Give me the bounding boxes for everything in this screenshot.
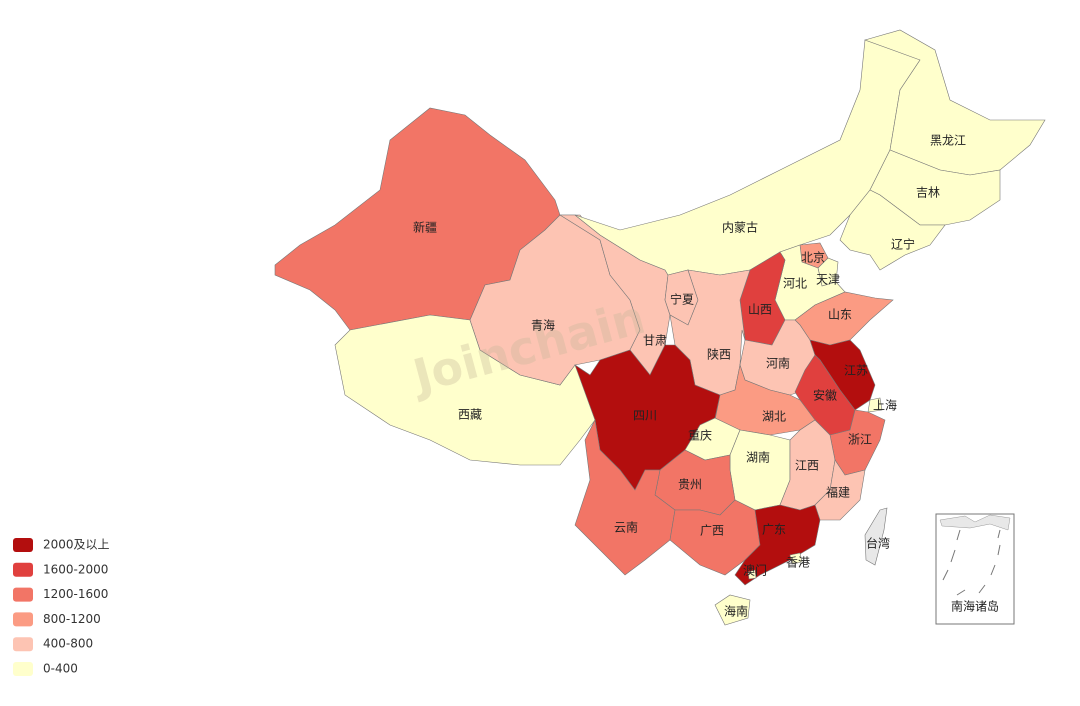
region-label: 台湾 <box>866 536 890 551</box>
region-label: 四川 <box>633 409 657 423</box>
region-label: 宁夏 <box>670 292 694 307</box>
region-label: 贵州 <box>678 478 702 492</box>
region-label: 河南 <box>766 356 790 371</box>
legend-swatch <box>13 662 33 676</box>
region <box>747 569 757 580</box>
legend: 2000及以上 1600-2000 1200-1600 800-1200 400-800… <box>13 538 110 676</box>
inset-label: 南海诸岛 <box>951 599 999 614</box>
legend-swatch <box>13 637 33 652</box>
region-label: 重庆 <box>688 429 712 443</box>
region-label: 山西 <box>748 303 772 317</box>
region-label: 上海 <box>873 398 897 413</box>
region-label: 河北 <box>783 277 807 291</box>
legend-swatch <box>13 538 33 552</box>
region-label: 辽宁 <box>891 237 915 252</box>
region-label: 澳门 <box>743 563 767 578</box>
legend-label: 0-400 <box>43 662 78 676</box>
region-label: 湖北 <box>762 409 786 424</box>
region-label: 广西 <box>700 524 724 538</box>
region-labels: 新疆西藏 青海甘肃 内蒙古 黑龙江吉林辽宁北京天津河北山西 山东 宁夏陕西河南江苏安徽上海… <box>413 134 966 619</box>
region <box>864 507 888 566</box>
region <box>714 594 751 626</box>
region-label: 吉林 <box>916 186 940 200</box>
legend-label: 2000及以上 <box>43 538 110 552</box>
legend-label: 1200-1600 <box>43 587 108 601</box>
region-label: 黑龙江 <box>930 134 966 148</box>
region-label: 江西 <box>795 459 819 473</box>
region-label: 湖南 <box>746 450 770 465</box>
region <box>734 504 821 586</box>
region-label: 浙江 <box>848 433 872 447</box>
legend-swatch <box>13 612 33 627</box>
region <box>814 459 866 521</box>
legend-label: 800-1200 <box>43 612 101 626</box>
inset: 南海诸岛 <box>935 513 1015 625</box>
legend-swatch <box>13 562 33 577</box>
region-label: 香港 <box>786 556 810 570</box>
region-label: 天津 <box>816 273 840 287</box>
region-label: 北京 <box>801 251 825 265</box>
region-label: 山东 <box>828 308 852 322</box>
region-label: 江苏 <box>844 364 868 378</box>
region-label: 甘肃 <box>643 334 667 348</box>
regions <box>274 29 1046 626</box>
region <box>729 429 791 511</box>
region <box>867 397 883 413</box>
legend-label: 1600-2000 <box>43 562 108 576</box>
region-label: 新疆 <box>413 220 437 235</box>
inset-coast <box>939 514 1011 531</box>
region-label: 安徽 <box>813 388 837 403</box>
inset-dashes <box>942 529 1001 596</box>
region-label: 内蒙古 <box>722 220 758 235</box>
region-label: 云南 <box>614 520 638 535</box>
region <box>839 189 946 271</box>
region-label: 海南 <box>724 604 748 619</box>
region-label: 陕西 <box>707 347 731 362</box>
legend-swatch <box>13 587 33 602</box>
region-label: 广东 <box>762 523 786 537</box>
inset-frame <box>935 513 1015 625</box>
region-label: 青海 <box>531 318 555 333</box>
legend-label: 400-800 <box>43 637 93 651</box>
region-label: 西藏 <box>458 408 482 422</box>
region <box>789 552 803 565</box>
region-label: 福建 <box>826 485 850 500</box>
